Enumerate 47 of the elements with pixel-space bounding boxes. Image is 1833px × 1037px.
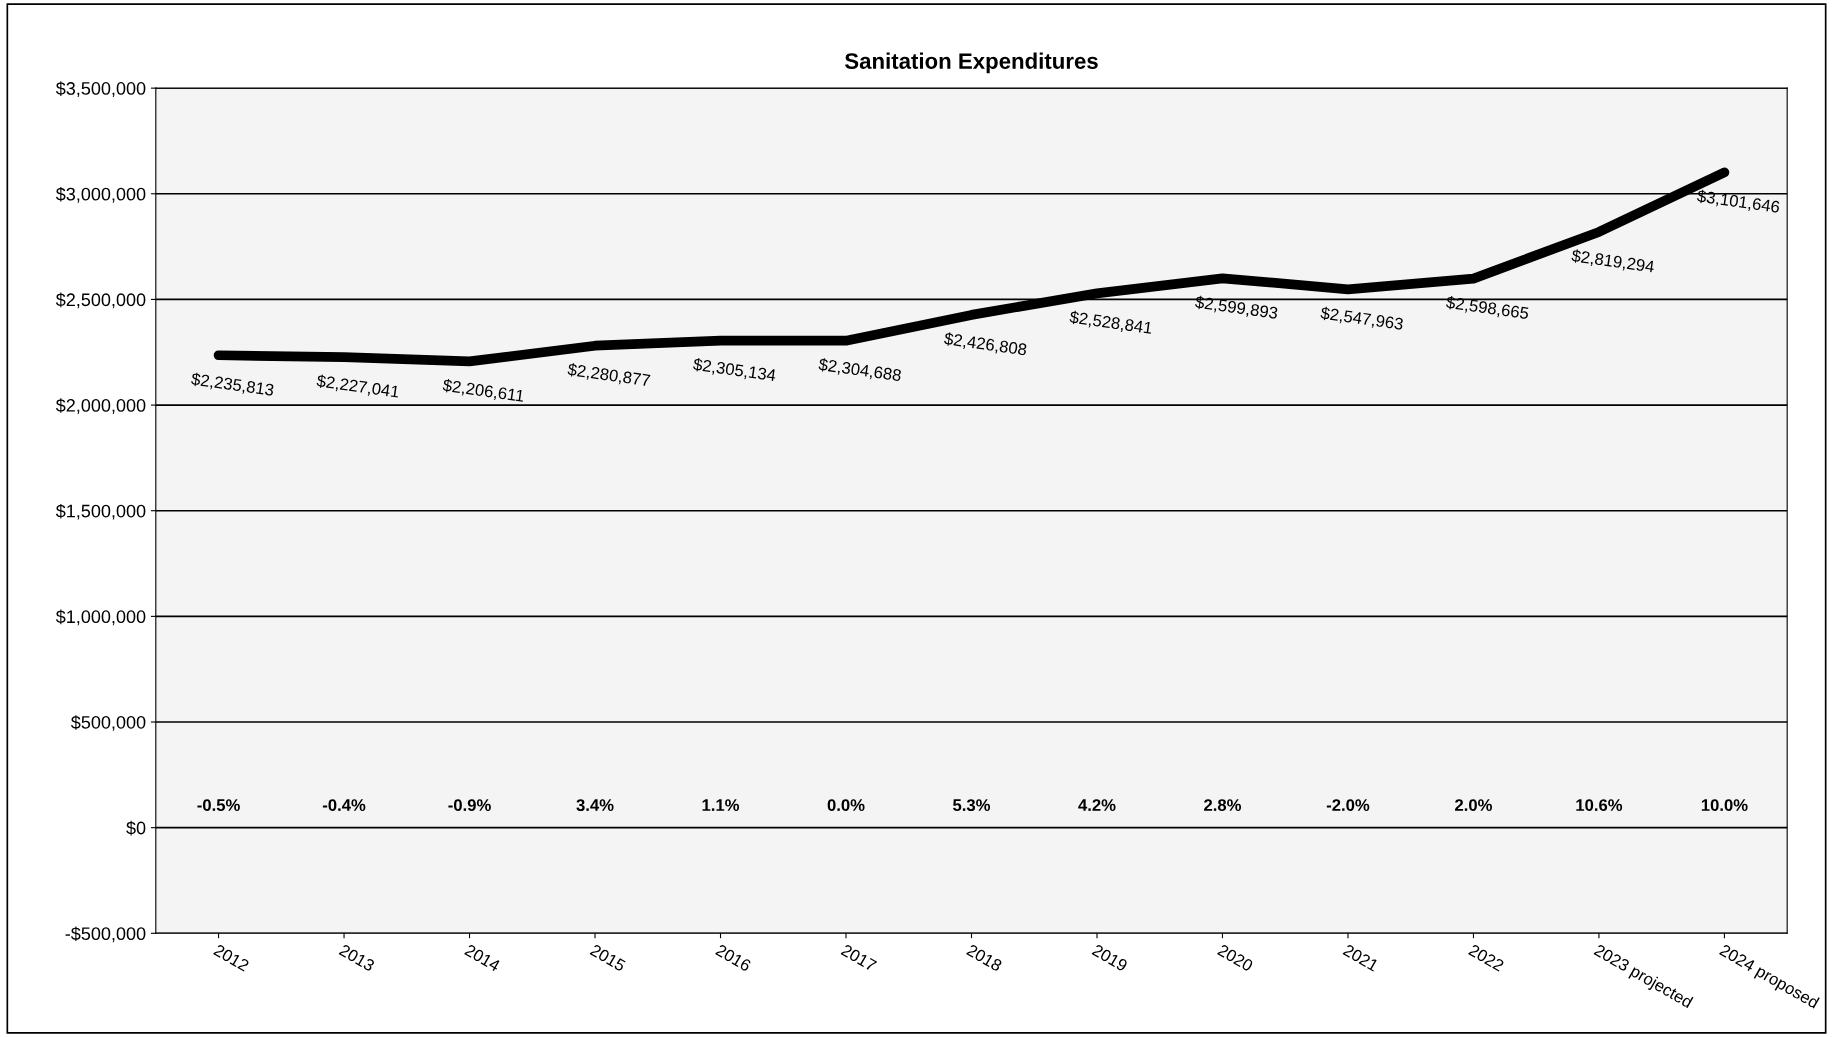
y-tick-label: $3,000,000 [55, 186, 146, 203]
data-label: $2,227,041 [315, 373, 400, 400]
y-tick-label: -$500,000 [65, 926, 146, 943]
x-tick-label: 2016 [715, 943, 752, 972]
data-label: $2,304,688 [817, 357, 902, 384]
data-label: $2,235,813 [190, 372, 275, 398]
y-tick-label: $1,000,000 [55, 609, 146, 626]
annotation: 3.4% [576, 799, 614, 812]
annotation: -0.9% [448, 799, 491, 811]
y-tick-label: $3,500,000 [55, 81, 146, 97]
data-label: $2,598,665 [1445, 295, 1530, 322]
data-label: $2,305,134 [692, 357, 777, 384]
annotation: 2.8% [1204, 799, 1242, 811]
data-label: $2,426,808 [943, 331, 1028, 358]
data-label: $2,280,877 [566, 362, 651, 389]
annotation: 2.0% [1455, 799, 1493, 811]
x-tick-label: 2018 [966, 943, 1003, 972]
x-tick-label: 2012 [213, 943, 250, 972]
annotation: 1.1% [702, 799, 740, 811]
annotation: 4.2% [1078, 799, 1116, 811]
annotation: -0.5% [197, 799, 240, 811]
data-label: $2,547,963 [1319, 306, 1404, 332]
annotation: 10.0% [1701, 799, 1748, 811]
x-tick-label: 2021 [1342, 943, 1380, 972]
annotation: 10.6% [1576, 799, 1623, 811]
y-tick-label: $500,000 [70, 715, 146, 731]
data-label: $2,528,841 [1068, 310, 1153, 336]
chart-title: Sanitation Expenditures [844, 52, 1098, 74]
x-tick-label: 2015 [589, 943, 627, 972]
y-tick-label: $2,000,000 [55, 398, 146, 414]
annotation: 0.0% [827, 799, 865, 811]
annotation: -0.4% [322, 799, 366, 811]
y-tick-label: $0 [126, 820, 146, 836]
x-tick-label: 2017 [840, 943, 878, 972]
x-tick-label: 2019 [1091, 943, 1129, 972]
x-tick-label: 2013 [338, 943, 376, 972]
data-label: $2,819,294 [1570, 248, 1655, 275]
annotation: 5.3% [953, 799, 991, 812]
y-tick-label: $1,500,000 [55, 503, 146, 520]
y-tick-label: $2,500,000 [55, 292, 146, 309]
x-tick-label: 2022 [1468, 943, 1505, 972]
data-label: $2,599,893 [1194, 295, 1279, 321]
data-label: $2,206,611 [442, 378, 525, 404]
data-label: $3,101,646 [1696, 189, 1781, 215]
annotation: -2.0% [1326, 799, 1370, 811]
x-tick-label: 2020 [1217, 943, 1254, 972]
x-tick-label: 2014 [464, 943, 501, 972]
